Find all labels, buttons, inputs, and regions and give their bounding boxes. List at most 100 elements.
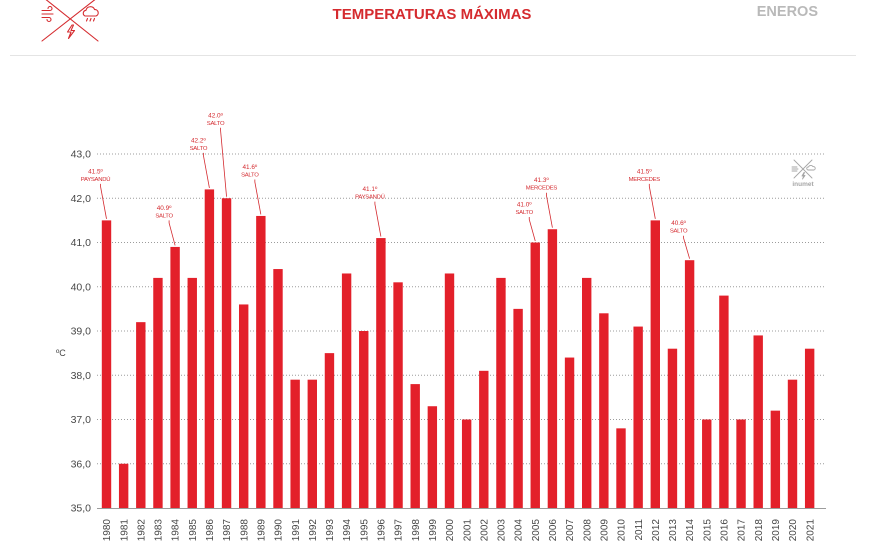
x-tick-label: 2016: [720, 519, 731, 542]
bar-1980: [101, 220, 112, 509]
x-tick-label: 2019: [771, 519, 782, 542]
annotation-location: SALTO: [155, 213, 173, 219]
x-tick-label: 1995: [359, 519, 370, 542]
x-tick-label: 1982: [136, 519, 147, 542]
y-tick-label: 43,0: [71, 149, 92, 161]
y-tick-label: 38,0: [71, 370, 92, 382]
bar-1999: [427, 406, 438, 508]
bar-2018: [753, 335, 763, 508]
bar-2011: [633, 326, 643, 508]
y-tick-label: 37,0: [71, 414, 92, 426]
annotation-leader: [168, 220, 176, 246]
x-tick-label: 2011: [634, 519, 645, 541]
bar-2017: [736, 419, 746, 508]
x-tick-label: 2003: [497, 519, 508, 542]
x-tick-label: 2002: [479, 519, 490, 542]
chart-title: TEMPERATURAS MÁXIMAS: [332, 6, 532, 23]
lightning-icon: [66, 24, 76, 40]
bar-1990: [273, 269, 283, 508]
annotation-2006: 41.3º MERCEDES: [526, 177, 558, 228]
annotation-leader: [202, 152, 210, 188]
bar-2001: [461, 419, 472, 508]
bar-2013: [667, 348, 678, 508]
x-tick-label: 2013: [668, 519, 679, 542]
x-tick-label: 2007: [565, 519, 576, 542]
x-tick-label: 2020: [788, 519, 799, 542]
bar-2014: [684, 260, 695, 508]
bar-1993: [324, 353, 335, 509]
x-tick-label: 2000: [445, 519, 456, 542]
x-tick-label: 2004: [514, 519, 525, 542]
annotation-location: SALTO: [190, 146, 208, 152]
annotation-location: PAYSANDÚ: [81, 176, 111, 183]
annotation-value: 41.5º: [88, 168, 103, 175]
annotation-value: 41.0º: [517, 202, 532, 209]
x-tick-label: 1991: [291, 519, 302, 542]
bar-1995: [359, 331, 369, 508]
annotation-value: 41.5º: [637, 168, 652, 175]
y-tick-label: 35,0: [71, 503, 92, 515]
x-tick-label: 2012: [651, 519, 662, 542]
annotation-1987: 42.0º SALTO: [207, 112, 227, 197]
annotation-value: 41.3º: [534, 177, 549, 184]
y-axis-label: ºC: [56, 348, 66, 358]
bar-2019: [770, 410, 781, 508]
annotation-2012: 41.5º MERCEDES: [629, 168, 661, 219]
x-tick-label: 1999: [428, 519, 439, 542]
x-tick-label: 1996: [377, 519, 388, 542]
x-tick-label: 1985: [188, 519, 199, 542]
y-tick-label: 41,0: [71, 237, 92, 249]
bar-2000: [444, 273, 455, 508]
bar-2010: [616, 428, 626, 508]
annotation-leader: [220, 127, 227, 197]
x-tick-label: 2008: [582, 519, 593, 542]
bar-2006: [547, 229, 558, 509]
x-tick-label: 2005: [531, 519, 542, 542]
x-tick-label: 1993: [325, 519, 336, 542]
annotation-value: 40.6º: [671, 220, 686, 227]
bars: [101, 189, 815, 509]
bar-2020: [787, 379, 798, 508]
annotation-leader: [100, 183, 107, 219]
header-divider: [10, 55, 856, 56]
annotation-location: SALTO: [670, 229, 688, 235]
annotation-location: MERCEDES: [526, 186, 558, 192]
logo-cross-line: [41, 0, 96, 42]
inumet-logo: [41, 0, 99, 42]
bar-1983: [153, 277, 163, 508]
annotation-location: SALTO: [241, 172, 259, 178]
x-tick-label: 2010: [617, 519, 628, 542]
cloud-rain-icon: [82, 6, 99, 22]
bar-1984: [170, 246, 180, 508]
annotation-2014: 40.6º SALTO: [670, 220, 690, 259]
bar-1992: [307, 379, 317, 508]
x-tick-label: 2001: [462, 519, 473, 542]
x-tick-label: 1981: [119, 519, 130, 542]
wind-icon: [41, 5, 54, 23]
x-tick-label: 1983: [154, 519, 165, 542]
bar-1981: [118, 463, 129, 508]
bar-2005: [530, 242, 540, 508]
bar-2003: [496, 277, 506, 508]
bar-2009: [599, 313, 609, 508]
annotation-leader: [254, 179, 262, 215]
cloud-rain-icon: [806, 165, 816, 171]
bar-1994: [341, 273, 352, 508]
x-tick-label: 1992: [308, 519, 319, 542]
y-axis: 35,0 36,0 37,0 38,0 39,0 40,0 41,0 42,0 43,0 ºC: [56, 149, 91, 515]
x-axis: 1980 1981 1982 1983 1984 1985 1986 1987 1988 1989…: [102, 519, 816, 542]
bar-2004: [513, 308, 523, 509]
x-tick-label: 1988: [239, 519, 250, 542]
y-tick-label: 36,0: [71, 458, 92, 470]
bar-2016: [719, 295, 729, 508]
annotation-value: 42.0º: [208, 112, 223, 119]
x-tick-label: 2017: [737, 519, 748, 542]
annotation-leader: [546, 192, 553, 228]
bar-1987: [221, 198, 232, 508]
bar-1988: [239, 304, 249, 508]
x-tick-label: 1984: [171, 519, 182, 542]
annotation-1986: 42.2º SALTO: [190, 137, 210, 188]
annotation-value: 40.9º: [157, 205, 172, 212]
